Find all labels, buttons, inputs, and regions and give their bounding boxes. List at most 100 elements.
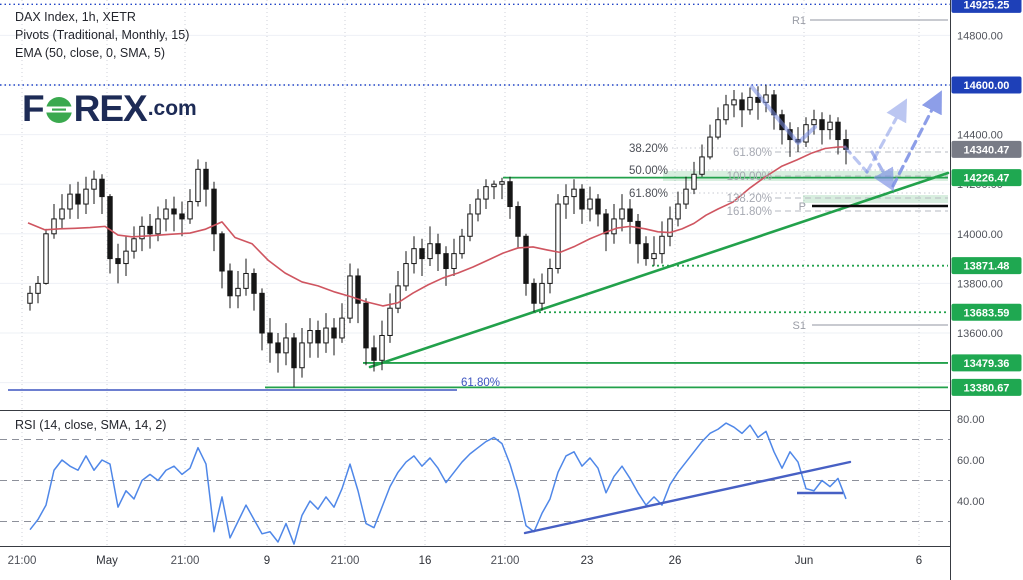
- candle-body: [515, 206, 521, 237]
- candle-body: [235, 287, 241, 297]
- candle-body: [259, 292, 265, 334]
- candle-body: [579, 188, 585, 210]
- candle-body: [835, 121, 841, 141]
- candle-body: [555, 203, 561, 270]
- svg-text:14600.00: 14600.00: [964, 80, 1010, 92]
- candle-body: [691, 173, 697, 190]
- candle-body: [747, 96, 753, 111]
- candle-body: [275, 342, 281, 354]
- candle-body: [139, 225, 145, 240]
- candle-body: [827, 121, 833, 131]
- projection-arrow: [843, 145, 869, 174]
- svg-text:14000.00: 14000.00: [957, 229, 1003, 241]
- candle-body: [195, 168, 201, 203]
- svg-text:R1: R1: [792, 15, 806, 27]
- time-axis[interactable]: 21:00 May 21:00 9 21:00 16 21:00 23 26 Jun 6: [8, 555, 923, 567]
- candle-body: [187, 201, 193, 220]
- svg-text:26: 26: [669, 555, 682, 567]
- pane-separators[interactable]: [0, 410, 1023, 547]
- candle-body: [163, 208, 169, 220]
- candle-body: [227, 270, 233, 297]
- candle-body: [283, 337, 289, 354]
- svg-text:21:00: 21:00: [171, 555, 200, 567]
- svg-text:80.00: 80.00: [957, 414, 985, 426]
- candle-body: [739, 99, 745, 111]
- symbol-title[interactable]: DAX Index, 1h, XETR: [15, 10, 136, 24]
- candle-body: [459, 235, 465, 255]
- candle-body: [619, 208, 625, 220]
- candle-body: [587, 198, 593, 210]
- pivots-indicator-label[interactable]: Pivots (Traditional, Monthly, 15): [15, 28, 190, 42]
- axis-price-label: [951, 0, 1022, 13]
- drawn-v-line: [750, 85, 817, 145]
- candle-body: [27, 292, 33, 304]
- svg-text:14925.25: 14925.25: [964, 0, 1010, 11]
- candle-body: [371, 347, 377, 361]
- svg-text:23: 23: [581, 555, 594, 567]
- candle-body: [291, 337, 297, 369]
- candle-body: [699, 156, 705, 175]
- candle-body: [731, 99, 737, 106]
- svg-text:61.80%: 61.80%: [629, 188, 668, 200]
- rsi-indicator-legend[interactable]: RSI (14, close, SMA, 14, 2): [15, 418, 167, 432]
- candle-body: [523, 235, 529, 284]
- candle-body: [59, 208, 65, 220]
- svg-text:38.20%: 38.20%: [629, 143, 668, 155]
- candle-body: [571, 188, 577, 198]
- svg-text:6: 6: [916, 555, 922, 567]
- axis-price-label: [951, 257, 1022, 275]
- candle-body: [531, 282, 537, 304]
- svg-text:61.80%: 61.80%: [733, 147, 772, 159]
- symbol-legend: DAX Index, 1h, XETR Pivots (Traditional,…: [15, 8, 189, 62]
- svg-text:138.20%: 138.20%: [727, 193, 772, 205]
- svg-text:161.80%: 161.80%: [727, 206, 772, 218]
- logo-letters-rex: REX: [73, 88, 148, 129]
- candle-body: [67, 193, 73, 210]
- candle-body: [539, 282, 545, 304]
- svg-text:S1: S1: [793, 320, 806, 332]
- candle-body: [499, 181, 505, 185]
- candle-body: [131, 238, 137, 252]
- candle-body: [595, 198, 601, 215]
- candle-body: [411, 248, 417, 265]
- candle-body: [323, 327, 329, 344]
- logo-dotcom: .com: [147, 97, 197, 120]
- axis-price-label: [951, 140, 1022, 158]
- candle-body: [267, 332, 273, 344]
- candle-body: [379, 334, 385, 361]
- svg-text:21:00: 21:00: [331, 555, 360, 567]
- svg-text:21:00: 21:00: [491, 555, 520, 567]
- svg-text:40.00: 40.00: [957, 496, 985, 508]
- rsi-pane[interactable]: [0, 422, 950, 545]
- candle-body: [387, 307, 393, 336]
- axis-price-label: [951, 303, 1022, 321]
- candle-body: [35, 282, 41, 294]
- ema-indicator-label[interactable]: EMA (50, close, 0, SMA, 5): [15, 46, 166, 60]
- candle-body: [115, 258, 121, 265]
- projection-arrow: [891, 90, 942, 188]
- candle-body: [819, 119, 825, 131]
- price-pane[interactable]: [0, 3, 950, 391]
- svg-text:50.00%: 50.00%: [629, 165, 668, 177]
- axis-price-label: [951, 76, 1022, 94]
- projection-arrow: [870, 150, 895, 192]
- logo-globe-icon: [45, 97, 72, 123]
- candle-body: [171, 208, 177, 215]
- candle-body: [811, 119, 817, 126]
- candle-body: [563, 196, 569, 205]
- svg-text:Jun: Jun: [795, 555, 814, 567]
- candle-body: [547, 268, 553, 284]
- price-axis[interactable]: 14800.0014400.0014200.0014000.0013800.00…: [950, 0, 1023, 580]
- candle-body: [675, 203, 681, 220]
- candle-body: [507, 181, 513, 208]
- candle-body: [683, 188, 689, 205]
- candle-body: [603, 213, 609, 235]
- candle-body: [331, 327, 337, 339]
- candle-body: [659, 235, 665, 255]
- candle-body: [75, 193, 81, 205]
- svg-text:13683.59: 13683.59: [964, 307, 1010, 319]
- axis-price-label: [951, 169, 1022, 187]
- candle-body: [427, 243, 433, 260]
